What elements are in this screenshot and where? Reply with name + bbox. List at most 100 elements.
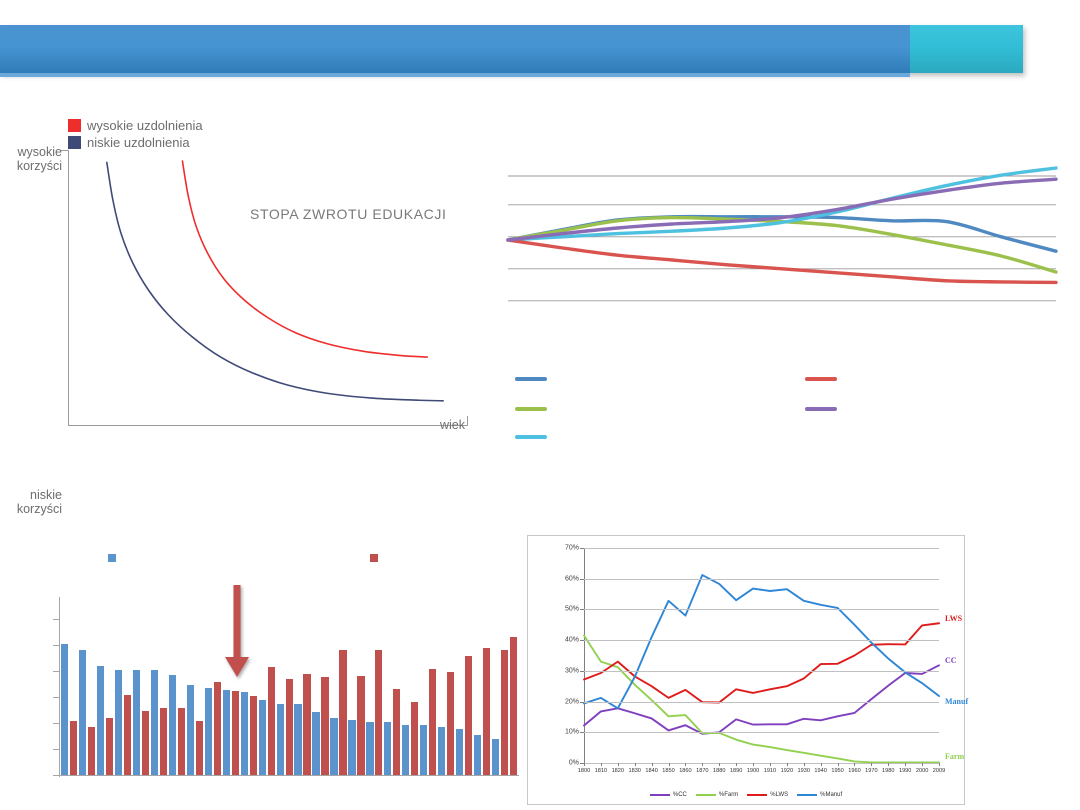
chart2-legend: [500, 365, 1060, 455]
bar: [61, 644, 69, 775]
chart4-gridline: [584, 701, 939, 703]
chart2-legend-swatch-0: [515, 377, 547, 381]
chart4-gridline: [584, 763, 939, 764]
legend-label-low: niskie uzdolnienia: [87, 135, 190, 150]
chart4-x-tick-label: 1900: [746, 768, 760, 774]
chart4-x-tick-mark: [668, 763, 670, 766]
bar: [492, 738, 500, 775]
bar: [411, 702, 419, 775]
chart4-series-Farm: [583, 634, 940, 764]
bar: [240, 691, 248, 775]
bar: [69, 720, 78, 775]
chart4-series-CC: [583, 664, 940, 735]
bar: [393, 689, 401, 775]
chart4-legend-line-Manuf: [797, 793, 818, 797]
chart4-x-tick-label: 1980: [882, 768, 895, 774]
bar: [321, 677, 329, 775]
legend-item-low: niskie uzdolnienia: [68, 134, 203, 151]
bar: [303, 673, 311, 775]
chart4-x-tick-label: 1960: [848, 768, 861, 774]
chart-paired-bars: [20, 530, 520, 810]
bar: [294, 703, 302, 775]
chart4-x-tick-mark: [584, 763, 585, 766]
chart4-x-tick-mark: [786, 763, 788, 766]
chart4-x-tick-mark: [617, 763, 619, 766]
chart2-legend-swatch-1: [515, 407, 547, 411]
chart4-x-tick-mark: [871, 763, 873, 766]
chart1-y-axis: [68, 150, 69, 425]
bar: [168, 675, 176, 775]
bar: [348, 720, 356, 775]
chart4-x-tick-mark: [634, 763, 636, 766]
chart4-plot-area: 0% 10% 20% 30% 40% 50% 60% 70% 1800 1810 1820 1830 1…: [565, 545, 968, 775]
chart4-legend-label-Manuf: %Manuf: [820, 792, 843, 798]
chart4-x-tick-label: 1810: [594, 768, 608, 774]
chart3-y-tick: [53, 749, 59, 750]
bar: [483, 647, 491, 775]
bar: [105, 718, 114, 775]
chart4-inline-label-Manuf: Manuf: [945, 697, 969, 707]
chart4-legend-item-LWS: %LWS: [747, 792, 788, 798]
chart4-y-tick-mark: [580, 640, 584, 642]
bar: [474, 734, 482, 775]
chart1-ylabel-bottom: niskie korzyści: [16, 488, 62, 516]
chart4-y-tick-label: 70%: [564, 544, 579, 552]
chart4-x-tick-mark: [922, 763, 924, 766]
chart4-gridline: [584, 609, 939, 611]
chart4-y-tick-mark: [580, 670, 584, 672]
chart1-ylabel-top: wysokie korzyści: [16, 145, 62, 173]
chart4-y-tick-mark: [580, 732, 584, 734]
chart4-x-tick-label: 1920: [780, 768, 794, 774]
bar: [339, 650, 347, 775]
chart4-x-tick-label: 1850: [662, 768, 675, 774]
chart4-y-tick-label: 60%: [564, 575, 579, 583]
bar: [438, 726, 446, 775]
chart1-plot: [106, 160, 444, 402]
down-arrow-annotation-icon: [225, 585, 249, 677]
chart4-x-tick-label: 1910: [763, 768, 777, 774]
chart4-series-LWS: [583, 622, 940, 704]
chart4-y-tick-label: 40%: [564, 636, 579, 644]
bar: [501, 650, 509, 775]
chart4-x-tick-mark: [905, 763, 907, 766]
chart4-x-tick-label: 1940: [814, 768, 827, 774]
bar: [141, 711, 149, 775]
chart4-y-tick-label: 10%: [564, 728, 579, 736]
bar: [267, 667, 275, 775]
chart3-legend-square-1: [370, 554, 378, 562]
bar: [249, 695, 257, 775]
chart4-x-tick-label: 1970: [865, 768, 878, 774]
chart4-inline-label-LWS: LWS: [945, 614, 963, 624]
chart1-legend: wysokie uzdolnienia niskie uzdolnienia: [68, 117, 203, 151]
header-banner: [0, 25, 1023, 77]
bar: [510, 637, 518, 775]
chart4-legend-line-LWS: [747, 793, 768, 797]
legend-swatch-high: [68, 119, 81, 132]
chart1-xlabel: wiek: [440, 418, 466, 432]
chart4-y-tick-mark: [580, 701, 584, 703]
chart3-x-axis: [59, 775, 519, 776]
bar: [204, 687, 212, 775]
chart4-x-tick-label: 1880: [713, 768, 726, 774]
chart4-legend-line-CC: [649, 793, 670, 797]
chart3-y-tick: [53, 645, 59, 646]
header-banner-accent: [910, 25, 1023, 73]
chart4-legend-line-Farm: [695, 793, 716, 797]
chart-us-occupation-shares: 0% 10% 20% 30% 40% 50% 60% 70% 1800 1810 1820 1830 1…: [527, 535, 968, 805]
chart4-x-tick-mark: [939, 763, 940, 766]
chart4-x-tick-label: 1860: [679, 768, 692, 774]
bar: [258, 700, 266, 775]
bar: [375, 650, 383, 775]
chart4-x-tick-label: 1800: [577, 768, 591, 774]
chart4-y-tick-mark: [580, 763, 584, 764]
bar: [132, 670, 140, 775]
bar: [159, 707, 167, 775]
chart4-x-tick-label: 1990: [898, 768, 912, 774]
legend-swatch-low: [68, 136, 81, 149]
chart4-legend-item-CC: %CC: [649, 792, 687, 798]
bar: [150, 670, 158, 775]
chart4-x-tick-mark: [736, 763, 738, 766]
chart-five-line-unlabeled: [500, 150, 1060, 330]
bar: [402, 725, 410, 775]
bar: [429, 668, 437, 775]
